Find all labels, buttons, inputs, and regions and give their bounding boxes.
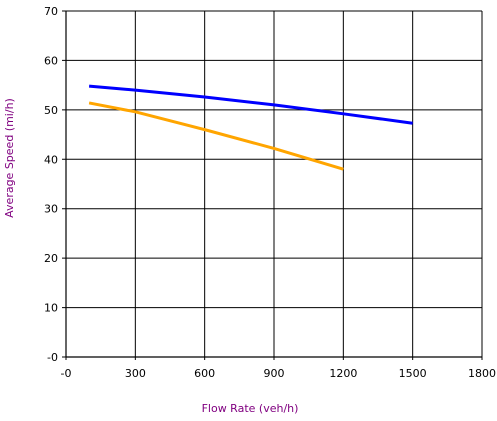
y-tick-label: 20 <box>44 252 58 265</box>
y-axis-title: Average Speed (mi/h) <box>3 98 16 218</box>
x-tick-label: 1800 <box>468 367 496 380</box>
x-tick-label: 1500 <box>399 367 427 380</box>
series-line-2 <box>88 101 344 171</box>
y-tick-label: 30 <box>44 203 58 216</box>
x-tick-label: 600 <box>194 367 215 380</box>
x-tick-label: 900 <box>264 367 285 380</box>
series-layer <box>88 84 413 171</box>
y-tick-label: 70 <box>44 5 58 18</box>
grid <box>62 10 483 360</box>
series-line-1 <box>88 84 413 125</box>
y-tick-label: -0 <box>47 351 58 364</box>
x-axis-title: Flow Rate (veh/h) <box>202 402 299 415</box>
x-tick-label: 300 <box>125 367 146 380</box>
y-tick-label: 60 <box>44 54 58 67</box>
tick-labels: -0 300 600 900 1200 1500 1800 -0 10 20 30 40 50 60 70 <box>44 5 496 380</box>
y-tick-label: 40 <box>44 153 58 166</box>
x-tick-label: 1200 <box>329 367 357 380</box>
x-tick-label: -0 <box>61 367 72 380</box>
y-tick-label: 50 <box>44 104 58 117</box>
y-tick-label: 10 <box>44 302 58 315</box>
